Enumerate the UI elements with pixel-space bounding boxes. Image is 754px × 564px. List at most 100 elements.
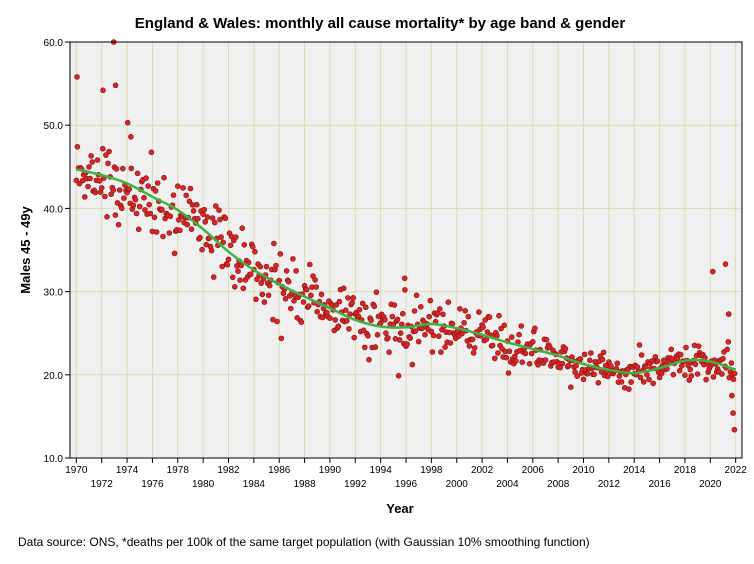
data-point <box>266 282 273 289</box>
data-point <box>528 350 535 357</box>
data-point <box>465 313 472 320</box>
data-point <box>106 148 112 155</box>
data-point <box>683 344 689 351</box>
data-point <box>74 74 80 80</box>
data-point <box>470 350 477 356</box>
data-point <box>190 208 197 214</box>
data-point <box>577 356 584 362</box>
data-point <box>642 363 649 370</box>
data-point <box>703 376 709 383</box>
data-point <box>153 229 160 235</box>
data-point <box>361 344 368 351</box>
data-point <box>491 355 498 362</box>
data-point <box>383 330 389 336</box>
data-point <box>394 316 401 323</box>
x-tick-label: 2004 <box>496 479 519 490</box>
data-point <box>482 317 489 323</box>
data-point <box>303 286 310 293</box>
data-point <box>235 268 241 275</box>
data-point <box>462 307 469 314</box>
data-point <box>385 335 391 341</box>
data-point <box>618 379 625 385</box>
data-point <box>220 239 226 246</box>
x-tick-label: 1974 <box>116 465 139 476</box>
x-tick-label: 2020 <box>699 479 722 490</box>
data-point <box>389 313 396 320</box>
data-point <box>435 333 442 340</box>
data-point <box>134 170 141 177</box>
data-point <box>440 311 446 318</box>
y-tick-label: 40.0 <box>44 204 64 215</box>
data-point <box>227 242 234 249</box>
data-point <box>126 186 132 192</box>
data-point <box>335 323 342 330</box>
data-point <box>245 259 252 266</box>
data-point <box>132 196 139 203</box>
x-tick-label: 2008 <box>547 479 570 490</box>
data-point <box>253 296 259 303</box>
data-point <box>422 331 428 338</box>
data-point <box>136 203 143 210</box>
data-point <box>86 164 92 170</box>
x-tick-label: 1994 <box>370 465 393 476</box>
x-tick-label: 1996 <box>395 479 418 490</box>
x-tick-label: 1978 <box>167 465 190 476</box>
data-point <box>725 311 732 317</box>
data-point <box>233 234 239 240</box>
data-point <box>285 278 292 285</box>
axis-ticks: 1970 1974 1978 1982 1986 1990 1994 1998 2002 2006… <box>44 38 748 490</box>
data-point <box>581 351 588 358</box>
data-point <box>678 363 685 369</box>
data-point <box>365 332 371 339</box>
data-point <box>116 187 123 193</box>
data-point <box>201 206 207 213</box>
data-point <box>591 371 597 378</box>
data-point <box>257 263 264 270</box>
data-point <box>159 206 165 213</box>
x-tick-label: 2022 <box>725 465 748 476</box>
data-point <box>518 323 525 329</box>
data-point <box>259 291 266 298</box>
data-point <box>628 379 634 385</box>
data-point <box>133 210 140 217</box>
data-point <box>695 343 702 350</box>
data-point <box>413 292 420 299</box>
smoothed-line <box>76 168 737 375</box>
data-point <box>730 410 736 416</box>
x-tick-label: 1970 <box>65 465 88 476</box>
data-point <box>382 317 388 323</box>
x-tick-label: 1980 <box>192 479 215 490</box>
data-point <box>216 207 222 213</box>
data-point <box>197 234 203 241</box>
data-point <box>250 243 256 250</box>
data-point <box>148 149 155 156</box>
x-tick-label: 1986 <box>268 465 291 476</box>
data-point <box>160 233 166 240</box>
data-point <box>415 338 422 345</box>
data-point <box>110 187 117 193</box>
data-point <box>104 214 110 220</box>
data-point <box>282 295 289 302</box>
x-tick-label: 2014 <box>623 465 646 476</box>
data-point <box>728 360 735 366</box>
x-tick-label: 1988 <box>293 479 316 490</box>
data-point <box>291 297 297 304</box>
data-point <box>343 317 350 324</box>
data-point <box>130 202 137 209</box>
data-point <box>682 372 688 379</box>
data-point <box>430 332 437 339</box>
data-point <box>274 318 280 325</box>
data-point <box>115 221 122 228</box>
data-point <box>184 221 191 228</box>
data-point <box>409 361 416 368</box>
y-tick-label: 50.0 <box>44 121 64 132</box>
data-point <box>486 314 493 321</box>
data-point <box>526 360 533 367</box>
data-point <box>614 360 621 367</box>
data-point <box>506 348 513 355</box>
data-point <box>332 317 339 323</box>
data-point <box>637 374 644 381</box>
data-point <box>239 225 245 231</box>
x-tick-label: 2006 <box>522 465 545 476</box>
data-point <box>495 350 501 356</box>
